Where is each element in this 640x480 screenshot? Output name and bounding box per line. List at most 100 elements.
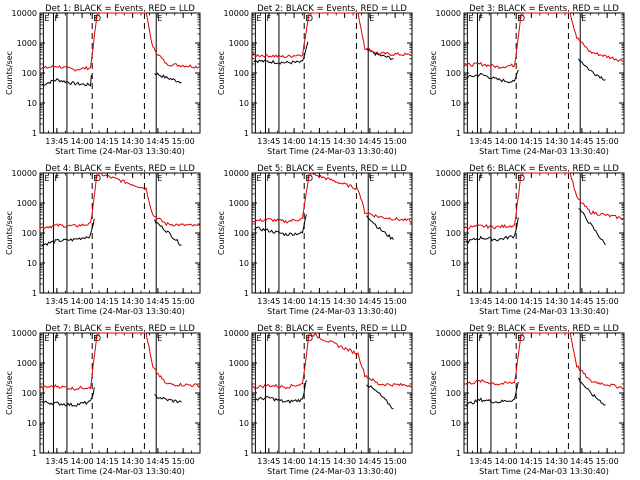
marker-label: E <box>93 174 98 183</box>
marker-label: E <box>157 334 162 343</box>
marker-label: F <box>266 334 271 343</box>
y-axis-label: Counts/sec <box>429 51 438 95</box>
y-tick-label: 10000 <box>224 9 249 18</box>
y-tick-label: 10 <box>27 259 37 268</box>
marker-label: E <box>581 14 586 23</box>
series-line-lld <box>39 332 201 391</box>
x-tick-label: 14:30 <box>121 457 144 466</box>
x-tick-label: 14:30 <box>545 457 568 466</box>
x-tick-label: 14:45 <box>570 457 593 466</box>
series-line-events <box>578 377 606 406</box>
y-tick-label: 1 <box>456 129 461 138</box>
subplot-det-7: Det 7: BLACK = Events, RED = LLD 1 10 100 10… <box>5 324 201 476</box>
y-tick-label: 1 <box>244 449 249 458</box>
x-tick-label: 14:00 <box>71 297 94 306</box>
y-axis-label: Counts/sec <box>429 211 438 255</box>
marker-label: E <box>93 334 98 343</box>
marker-label: E <box>517 174 522 183</box>
y-tick-label: 1 <box>32 289 37 298</box>
plot-title: Det 4: BLACK = Events, RED = LLD <box>45 164 195 174</box>
x-axis-label: Start Time (24-Mar-03 13:30:40) <box>55 467 185 476</box>
x-tick-label: 14:45 <box>146 457 169 466</box>
marker-label: F <box>266 174 271 183</box>
x-tick-label: 15:00 <box>596 297 619 306</box>
x-tick-label: 13:45 <box>45 137 68 146</box>
marker-label: D <box>519 334 525 343</box>
series-line-events <box>465 217 519 244</box>
x-axis-label: Start Time (24-Mar-03 13:30:40) <box>55 147 185 156</box>
x-tick-label: 13:45 <box>469 457 492 466</box>
y-tick-label: 100 <box>446 69 461 78</box>
x-tick-label: 14:30 <box>545 137 568 146</box>
x-tick-label: 13:45 <box>469 297 492 306</box>
y-tick-label: 10000 <box>12 169 37 178</box>
y-tick-label: 100 <box>22 389 37 398</box>
x-tick-label: 15:00 <box>596 457 619 466</box>
series-line-events <box>366 384 394 410</box>
marker-label: E <box>468 174 473 183</box>
x-tick-label: 14:15 <box>96 137 119 146</box>
plot-frame <box>39 332 201 454</box>
marker-label: E <box>44 174 49 183</box>
x-tick-label: 15:00 <box>596 137 619 146</box>
y-tick-label: 100 <box>22 229 37 238</box>
plot-title: Det 3: BLACK = Events, RED = LLD <box>469 4 619 14</box>
y-tick-label: 10 <box>27 99 37 108</box>
x-tick-label: 14:00 <box>495 137 518 146</box>
x-tick-label: 14:00 <box>71 457 94 466</box>
series-line-lld <box>251 172 413 224</box>
plot-frame <box>251 12 413 134</box>
x-tick-label: 15:00 <box>384 297 407 306</box>
series-line-events <box>366 215 394 240</box>
marker-label: F <box>478 174 483 183</box>
x-tick-label: 13:45 <box>45 457 68 466</box>
marker-label: E <box>256 174 261 183</box>
y-axis-label: Counts/sec <box>217 211 226 255</box>
plot-frame <box>39 172 201 294</box>
y-axis-label: Counts/sec <box>217 371 226 415</box>
x-tick-label: 14:15 <box>308 297 331 306</box>
plot-frame <box>39 12 201 134</box>
y-tick-label: 100 <box>234 69 249 78</box>
x-tick-label: 13:45 <box>257 297 280 306</box>
marker-label: E <box>468 334 473 343</box>
marker-label: D <box>95 334 101 343</box>
marker-label: E <box>369 14 374 23</box>
x-tick-label: 14:30 <box>333 457 356 466</box>
x-tick-label: 15:00 <box>172 297 195 306</box>
subplot-det-8: Det 8: BLACK = Events, RED = LLD 1 10 100 10… <box>217 324 413 476</box>
series-line-lld <box>251 332 413 390</box>
marker-label: E <box>93 14 98 23</box>
y-tick-label: 100 <box>446 389 461 398</box>
y-tick-label: 10000 <box>12 9 37 18</box>
series-line-lld <box>39 12 201 72</box>
x-axis-label: Start Time (24-Mar-03 13:30:40) <box>479 467 609 476</box>
plot-frame <box>463 172 625 294</box>
y-tick-label: 1 <box>244 289 249 298</box>
x-tick-label: 14:45 <box>358 137 381 146</box>
y-tick-label: 1 <box>244 129 249 138</box>
subplot-det-3: Det 3: BLACK = Events, RED = LLD 1 10 100 10… <box>429 4 625 156</box>
y-tick-label: 10 <box>239 419 249 428</box>
y-tick-label: 10 <box>451 259 461 268</box>
subplot-det-9: Det 9: BLACK = Events, RED = LLD 1 10 100 10… <box>429 324 625 476</box>
y-tick-label: 100 <box>22 69 37 78</box>
x-axis-label: Start Time (24-Mar-03 13:30:40) <box>267 307 397 316</box>
x-tick-label: 15:00 <box>172 457 195 466</box>
series-line-lld <box>251 12 413 59</box>
marker-label: E <box>305 174 310 183</box>
marker-label: D <box>307 174 313 183</box>
y-tick-label: 10000 <box>12 329 37 338</box>
series-line-events <box>253 380 307 404</box>
plot-title: Det 8: BLACK = Events, RED = LLD <box>257 324 407 334</box>
series-line-lld <box>463 172 625 230</box>
subplot-det-2: Det 2: BLACK = Events, RED = LLD 1 10 100 10… <box>217 4 413 156</box>
y-tick-label: 1000 <box>17 199 37 208</box>
y-tick-label: 1000 <box>441 39 461 48</box>
y-tick-label: 1 <box>456 289 461 298</box>
y-tick-label: 1000 <box>17 359 37 368</box>
marker-label: F <box>478 334 483 343</box>
marker-label: E <box>369 174 374 183</box>
y-tick-label: 10 <box>451 99 461 108</box>
marker-label: D <box>519 174 525 183</box>
